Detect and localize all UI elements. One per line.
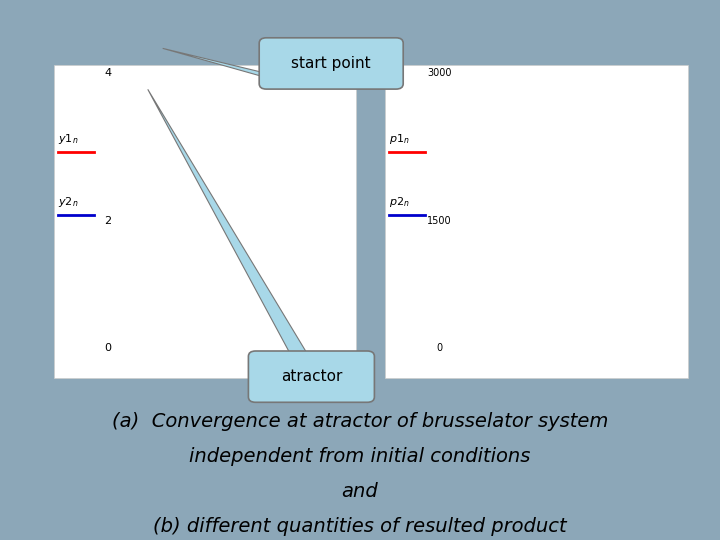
Text: 0: 0 [436, 343, 442, 353]
Text: (b) different quantities of resulted product: (b) different quantities of resulted pro… [153, 517, 567, 536]
X-axis label: $x1_n, x2_n$: $x1_n, x2_n$ [205, 358, 256, 373]
Text: 0: 0 [104, 343, 112, 353]
Text: atractor: atractor [281, 369, 342, 384]
Text: 1500: 1500 [427, 217, 451, 226]
Text: 4: 4 [104, 68, 112, 78]
Text: $p2_n$: $p2_n$ [389, 194, 410, 208]
Text: and: and [341, 482, 379, 501]
Text: (a)  Convergence at atractor of brusselator system: (a) Convergence at atractor of brusselat… [112, 411, 608, 431]
Text: 3000: 3000 [427, 68, 451, 78]
X-axis label: $t_n$: $t_n$ [556, 358, 567, 373]
Text: $p1_n$: $p1_n$ [389, 132, 410, 146]
Text: $y2_n$: $y2_n$ [58, 194, 78, 208]
Text: start point: start point [292, 56, 371, 71]
Text: $y1_n$: $y1_n$ [58, 132, 78, 146]
Text: independent from initial conditions: independent from initial conditions [189, 447, 531, 466]
Text: 2: 2 [104, 217, 112, 226]
